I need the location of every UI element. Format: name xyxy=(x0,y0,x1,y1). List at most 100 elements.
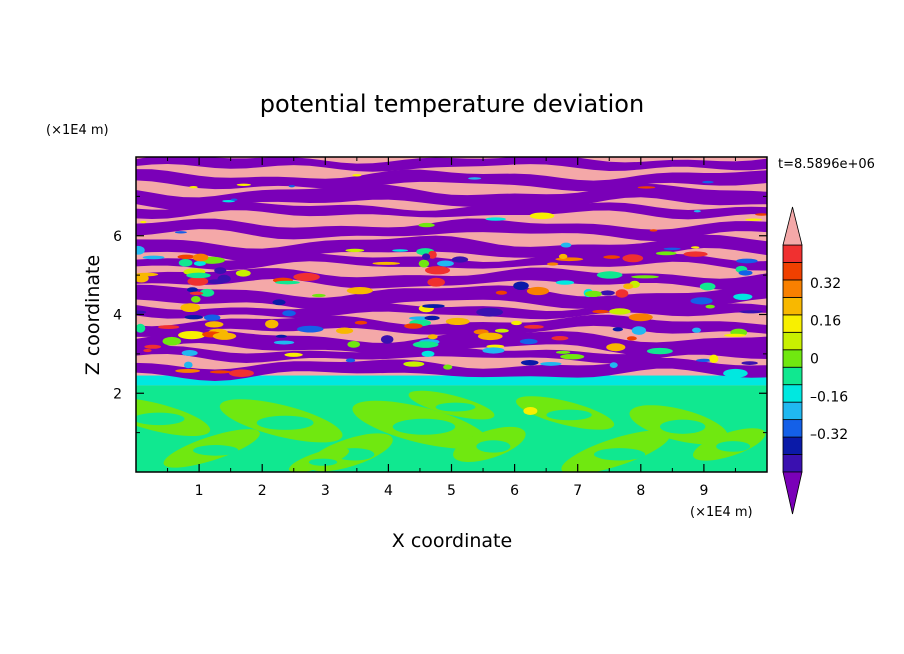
boundary-swirl-core xyxy=(546,409,592,421)
cold-band xyxy=(136,314,767,337)
eddy xyxy=(275,280,300,285)
eddy xyxy=(204,321,224,328)
eddy xyxy=(136,310,147,314)
eddy xyxy=(422,304,445,309)
y-tick-label: 4 xyxy=(113,308,122,324)
eddy xyxy=(445,317,470,326)
eddy xyxy=(158,325,180,330)
eddy xyxy=(136,272,159,277)
z-unit-label: (×1E4 m) xyxy=(46,123,109,138)
colorbar-tick-label: 0.16 xyxy=(810,314,841,330)
warm-spot xyxy=(523,406,538,415)
eddy xyxy=(352,174,362,177)
boundary-swirl-core xyxy=(392,418,456,435)
eddy xyxy=(513,281,529,291)
eddy xyxy=(692,327,702,333)
eddy xyxy=(606,343,626,352)
eddy xyxy=(468,177,482,180)
eddy xyxy=(612,327,624,332)
eddy xyxy=(584,290,602,298)
boundary-swirl-core xyxy=(476,440,511,453)
eddy xyxy=(738,270,753,276)
eddy xyxy=(485,217,506,221)
eddy xyxy=(199,288,215,297)
colorbar-swatch xyxy=(782,314,803,333)
eddy xyxy=(600,290,615,296)
cold-band xyxy=(136,357,767,381)
boundary-swirl-core xyxy=(435,402,476,412)
eddy xyxy=(615,289,629,298)
eddy xyxy=(212,332,237,340)
eddy xyxy=(690,297,713,305)
eddy xyxy=(336,327,354,334)
colorbar-min-arrow xyxy=(782,471,803,515)
colorbar-swatch xyxy=(782,366,803,386)
eddy xyxy=(745,218,763,221)
eddy xyxy=(603,255,621,259)
eddy xyxy=(655,251,677,256)
eddy xyxy=(733,293,753,301)
colorbar-swatch xyxy=(782,296,803,316)
eddy xyxy=(180,303,201,313)
eddy xyxy=(275,334,287,338)
eddy xyxy=(403,361,425,367)
colorbar-swatch xyxy=(782,384,803,403)
eddy xyxy=(186,272,211,279)
colorbar-tick-label: 0.32 xyxy=(810,276,841,292)
eddy xyxy=(214,267,227,275)
eddy xyxy=(186,287,198,293)
eddy xyxy=(511,320,522,326)
colorbar-swatch xyxy=(782,419,803,438)
eddy xyxy=(228,369,254,377)
colorbar-swatch xyxy=(782,454,803,473)
eddy xyxy=(184,361,193,369)
eddy xyxy=(162,336,182,346)
eddy xyxy=(187,276,209,286)
eddy xyxy=(418,222,435,228)
eddy xyxy=(422,253,431,260)
eddy xyxy=(193,260,206,266)
eddy xyxy=(623,283,634,290)
eddy xyxy=(526,286,550,296)
eddy xyxy=(540,361,562,366)
eddy xyxy=(736,258,758,264)
chart-title: potential temperature deviation xyxy=(260,90,644,118)
eddy xyxy=(142,255,165,260)
colorbar-swatch xyxy=(782,331,803,351)
eddy xyxy=(217,274,231,283)
x-tick-label: 8 xyxy=(636,483,645,499)
x-tick-label: 1 xyxy=(195,483,204,499)
eddy xyxy=(427,334,438,340)
eddy xyxy=(428,250,437,259)
eddy xyxy=(495,290,508,295)
eddy xyxy=(345,248,365,253)
cold-band xyxy=(136,267,767,290)
eddy xyxy=(175,368,201,373)
eddy xyxy=(486,344,505,349)
eddy xyxy=(596,271,623,279)
eddy xyxy=(529,212,555,220)
x-tick-label: 4 xyxy=(384,483,393,499)
cold-band xyxy=(136,345,767,364)
eddy xyxy=(184,314,203,320)
cold-band xyxy=(136,202,767,220)
eddy xyxy=(236,183,252,186)
eddy xyxy=(140,220,147,224)
eddy xyxy=(347,340,361,348)
y-axis: 2 4 6 xyxy=(113,195,767,434)
eddy xyxy=(272,299,286,306)
eddy xyxy=(631,326,647,335)
boundary-swirl-core xyxy=(594,448,646,461)
eddy xyxy=(628,313,653,322)
x-axis: 1 2 3 4 5 6 7 8 9 xyxy=(167,157,736,499)
boundary-swirl-core xyxy=(193,445,239,456)
eddy xyxy=(702,180,714,184)
time-label: t=8.5896e+06 xyxy=(778,157,875,172)
eddy xyxy=(555,350,571,354)
colorbar-swatch xyxy=(782,279,803,298)
y-tick-label: 6 xyxy=(113,229,122,245)
x-tick-label: 9 xyxy=(699,483,708,499)
eddy xyxy=(181,349,198,357)
eddy xyxy=(637,186,656,189)
eddy xyxy=(558,253,568,259)
